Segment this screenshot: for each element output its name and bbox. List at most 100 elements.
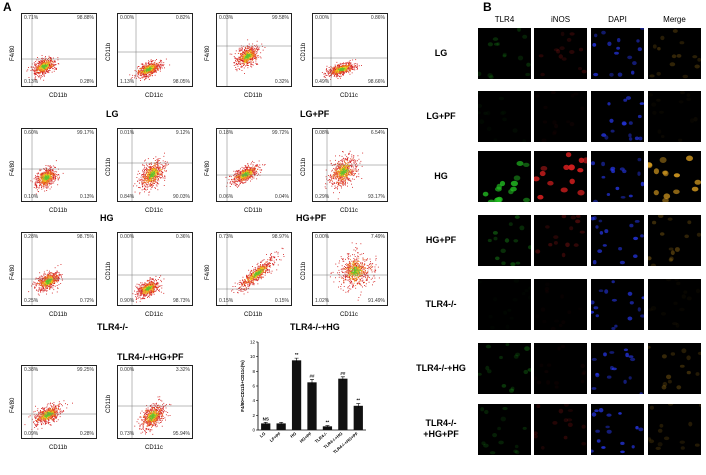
quadrant-value: 7.49% xyxy=(370,234,385,240)
quadrant-value: 0.29% xyxy=(315,194,330,200)
micrograph-dapi xyxy=(591,28,644,79)
bar xyxy=(261,423,271,430)
significance-label: ## xyxy=(340,371,346,376)
error-bar xyxy=(356,403,361,408)
flow-plot-tlrhg-2: 0.00% 7.49% 1.02% 91.49% xyxy=(312,232,388,306)
y-axis-label: F4/80 xyxy=(205,160,211,176)
quadrant-value: 0.28% xyxy=(79,79,94,85)
quadrant-value: 1.02% xyxy=(315,298,330,304)
bar-chart-svg: 0 2 4 6 8 10 12 F4/80+CD11b+CD11c(%) NS LG LF+PF **… xyxy=(240,340,366,455)
quadrant-value: 0.60% xyxy=(24,130,39,136)
flow-plot-tlrhgpf-2: 0.00% 3.32% 0.73% 95.94% xyxy=(117,365,193,439)
micrograph-inos xyxy=(534,279,587,330)
quadrant-value: 3.32% xyxy=(175,367,190,373)
y-tick-label: 6 xyxy=(252,384,255,389)
micrograph-tlr4 xyxy=(478,343,531,394)
micrograph-inos xyxy=(534,404,587,455)
significance-label: NS xyxy=(263,416,269,421)
panel-a-letter: A xyxy=(3,0,12,14)
quadrant-value: 91.49% xyxy=(368,298,385,304)
y-axis-label: CD11b xyxy=(106,157,112,176)
y-axis-label: F4/80 xyxy=(10,397,16,413)
y-axis-label: CD11b xyxy=(106,261,112,280)
quadrant-value: 0.73% xyxy=(219,234,234,240)
y-axis-label: F4/80 xyxy=(205,45,211,61)
x-axis-label: CD11b xyxy=(244,208,263,214)
micrograph-dapi xyxy=(591,151,644,202)
bar xyxy=(276,423,286,430)
flow-plot-hgpf-1: 0.18% 99.72% 0.06% 0.04% xyxy=(216,128,292,202)
quadrant-value: 0.72% xyxy=(79,298,94,304)
x-axis-label: CD11b xyxy=(49,312,68,318)
error-bar xyxy=(294,357,299,363)
micrograph-merge xyxy=(648,404,701,455)
flow-plot-hgpf-2: 0.08% 6.54% 0.29% 93.17% xyxy=(312,128,388,202)
quadrant-value: 99.72% xyxy=(272,130,289,136)
micrograph-tlr4 xyxy=(478,215,531,266)
quadrant-value: 0.00% xyxy=(120,234,135,240)
quadrant-value: 0.01% xyxy=(120,130,135,136)
flow-plot-tlr-2: 0.00% 0.36% 0.90% 98.73% xyxy=(117,232,193,306)
column-header: iNOS xyxy=(550,15,571,24)
group-label: HG xyxy=(100,213,114,223)
quadrant-value: 99.58% xyxy=(272,15,289,21)
quadrant-value: 0.00% xyxy=(120,367,135,373)
bar-chart: 0 2 4 6 8 10 12 F4/80+CD11b+CD11c(%) NS LG LF+PF **… xyxy=(240,336,372,475)
quadrant-value: 0.25% xyxy=(24,298,39,304)
quadrant-value: 0.36% xyxy=(175,234,190,240)
quadrant-value: 0.04% xyxy=(274,194,289,200)
micrograph-dapi xyxy=(591,279,644,330)
quadrant-value: 0.38% xyxy=(24,367,39,373)
y-tick-label: 12 xyxy=(250,340,256,345)
micrograph-inos xyxy=(534,91,587,142)
row-label: TLR4-/- xyxy=(425,299,457,309)
quadrant-value: 98.88% xyxy=(77,15,94,21)
quadrant-value: 0.90% xyxy=(120,298,135,304)
x-axis-label: CD11c xyxy=(340,93,358,99)
error-bar xyxy=(340,376,345,381)
micrograph-tlr4 xyxy=(478,404,531,455)
quadrant-value: 99.17% xyxy=(77,130,94,136)
row-label: TLR4-/-+HG xyxy=(416,363,466,373)
significance-label: ** xyxy=(357,398,361,403)
quadrant-value: 98.75% xyxy=(77,234,94,240)
micrograph-merge xyxy=(648,215,701,266)
group-label: TLR4-/- xyxy=(97,322,128,332)
x-axis-label: CD11c xyxy=(340,208,358,214)
micrograph-merge xyxy=(648,91,701,142)
row-label: LG xyxy=(434,48,448,58)
x-axis-label: CD11c xyxy=(145,208,163,214)
y-tick-label: 4 xyxy=(252,398,255,403)
row-label: HG xyxy=(434,171,448,181)
micrograph-merge xyxy=(648,343,701,394)
y-tick-label: 10 xyxy=(250,354,256,359)
group-label: TLR4-/-+HG xyxy=(290,322,340,332)
flow-plot-hg-2: 0.01% 9.12% 0.84% 90.03% xyxy=(117,128,193,202)
quadrant-value: 0.06% xyxy=(219,194,234,200)
x-axis-label: CD11c xyxy=(145,312,163,318)
y-axis-label: F4/80 xyxy=(10,160,16,176)
y-tick-label: 8 xyxy=(252,369,255,374)
micrograph-dapi xyxy=(591,91,644,142)
x-axis-label: CD11b xyxy=(49,208,68,214)
category-label: LG xyxy=(259,431,267,439)
micrograph-inos xyxy=(534,215,587,266)
y-axis-label: CD11b xyxy=(301,261,307,280)
row-label: LG+PF xyxy=(426,111,456,121)
micrograph-tlr4 xyxy=(478,151,531,202)
row-label: HG+PF xyxy=(425,235,457,245)
x-axis-label: CD11b xyxy=(49,445,68,451)
quadrant-value: 0.13% xyxy=(79,194,94,200)
column-header: TLR4 xyxy=(494,15,515,24)
quadrant-value: 0.09% xyxy=(24,431,39,437)
significance-label: ** xyxy=(295,352,299,357)
quadrant-value: 98.05% xyxy=(173,79,190,85)
micrograph-inos xyxy=(534,28,587,79)
y-axis-label: CD11b xyxy=(301,42,307,61)
category-label: HG+PF xyxy=(299,431,313,444)
group-label: HG+PF xyxy=(296,213,327,223)
micrograph-merge xyxy=(648,151,701,202)
group-label: LG xyxy=(106,109,119,119)
row-label: TLR4-/- +HG+PF xyxy=(423,418,459,439)
flow-plot-tlrhgpf-1: 0.38% 99.25% 0.09% 0.28% xyxy=(21,365,97,439)
